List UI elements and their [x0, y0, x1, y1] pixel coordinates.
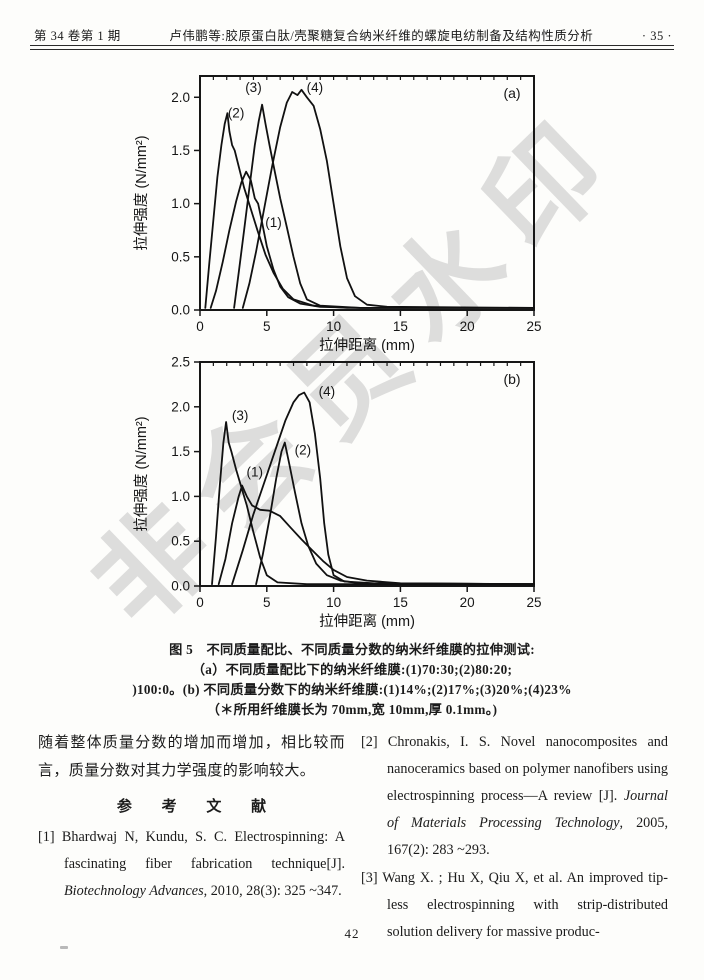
- caption-line-1: 图 5 不同质量配比、不同质量分数的纳米纤维膜的拉伸测试:: [169, 642, 535, 657]
- svg-text:1.5: 1.5: [171, 143, 190, 158]
- x-axis-title: 拉伸距离 (mm): [319, 337, 415, 354]
- curve-label-(2): (2): [295, 442, 312, 457]
- curve-label-(1): (1): [247, 465, 264, 480]
- curve-label-(2): (2): [228, 105, 245, 120]
- svg-text:1.0: 1.0: [171, 489, 190, 504]
- curve-label-(4): (4): [319, 384, 336, 399]
- svg-text:15: 15: [393, 319, 408, 334]
- svg-text:5: 5: [263, 595, 271, 610]
- curve-label-(3): (3): [245, 80, 262, 95]
- reference-2-text: [2] Chronakis, I. S. Novel nanocomposite…: [361, 734, 668, 804]
- body-columns: 随着整体质量分数的增加而增加，相比较而言，质量分数对其力学强度的影响较大。 参 …: [38, 729, 668, 947]
- journal-header: 第 34 卷第 1 期 卢伟鹏等:胶原蛋白肽/壳聚糖复合纳米纤维的螺旋电纺制备及…: [34, 25, 672, 44]
- page-number: 42: [344, 926, 360, 941]
- curve-(1): [217, 484, 535, 586]
- svg-text:0.5: 0.5: [171, 534, 190, 549]
- svg-text:1.5: 1.5: [171, 444, 190, 459]
- figure-caption: 图 5 不同质量配比、不同质量分数的纳米纤维膜的拉伸测试: （a）不同质量配比下…: [0, 640, 704, 720]
- x-axis-title: 拉伸距离 (mm): [319, 613, 415, 630]
- reference-2-journal: Journal of Materials Processing Technolo…: [387, 788, 668, 831]
- svg-text:15: 15: [393, 595, 408, 610]
- curve-(2): [204, 112, 535, 309]
- right-column: [2] Chronakis, I. S. Novel nanocomposite…: [361, 729, 668, 947]
- curve-(3): [211, 421, 535, 586]
- reference-1-tail: , 2010, 28(3): 325 ~347.: [203, 883, 342, 899]
- svg-text:2.0: 2.0: [171, 90, 190, 105]
- header-double-rule: [30, 45, 674, 50]
- reference-3-text: [3] Wang X. ; Hu X, Qiu X, et al. An imp…: [361, 870, 668, 940]
- scan-speck: [60, 946, 68, 949]
- chart-svg: 0 5 10 15 20 25 0.0 0.5 1.0 1.5 2.0 (1) (2)(3) (4) (a)…: [133, 75, 542, 354]
- header-issue: 第 34 卷第 1 期: [34, 29, 121, 43]
- curve-(3): [233, 103, 535, 309]
- caption-line-4: （＊所用纤维膜长为 70mm,宽 10mm,厚 0.1mm。): [206, 702, 498, 717]
- svg-text:25: 25: [526, 319, 541, 334]
- curve-(4): [241, 88, 535, 309]
- reference-item-2: [2] Chronakis, I. S. Novel nanocomposite…: [361, 729, 668, 864]
- svg-text:10: 10: [326, 595, 341, 610]
- curve-(2): [255, 441, 535, 586]
- panel-label: (a): [503, 85, 520, 101]
- reference-1-journal: Biotechnology Advances: [64, 883, 204, 899]
- chart-svg: 0 5 10 15 20 25 0.0 0.5 1.0 1.5 2.0 2.5 (1) (2) (3) (4)…: [133, 355, 542, 631]
- svg-text:0.0: 0.0: [171, 303, 190, 318]
- svg-text:5: 5: [263, 319, 271, 334]
- header-running-title: 卢伟鹏等:胶原蛋白肽/壳聚糖复合纳米纤维的螺旋电纺制备及结构性质分析: [169, 29, 594, 43]
- svg-text:0: 0: [196, 319, 204, 334]
- y-axis-title: 拉伸强度 (N/mm²): [133, 135, 150, 250]
- svg-text:20: 20: [460, 595, 475, 610]
- curve-label-(1): (1): [265, 215, 282, 230]
- svg-text:25: 25: [526, 595, 541, 610]
- svg-text:2.0: 2.0: [171, 399, 190, 414]
- svg-text:0.0: 0.0: [171, 579, 190, 594]
- curve-(1): [209, 170, 535, 309]
- reference-2-tail: , 2005, 167(2): 283 ~293.: [387, 815, 668, 858]
- reference-item-3: [3] Wang X. ; Hu X, Qiu X, et al. An imp…: [361, 865, 668, 946]
- y-axis-title: 拉伸强度 (N/mm²): [133, 416, 150, 531]
- curve-label-(4): (4): [307, 80, 324, 95]
- chart-panel-a: 0 5 10 15 20 25 0.0 0.5 1.0 1.5 2.0 (1) (2) (3) (4) (a)…: [126, 64, 566, 369]
- panel-label: (b): [503, 371, 520, 387]
- curve-(4): [231, 391, 535, 586]
- curve-label-(3): (3): [232, 408, 249, 423]
- reference-item-1: [1] Bhardwaj N, Kundu, S. C. Electrospin…: [38, 824, 345, 905]
- svg-text:2.5: 2.5: [171, 355, 190, 370]
- left-column: 随着整体质量分数的增加而增加，相比较而言，质量分数对其力学强度的影响较大。 参 …: [38, 729, 345, 947]
- references-heading: 参 考 文 献: [116, 799, 280, 815]
- caption-line-3: )100:0。(b) 不同质量分数下的纳米纤维膜:(1)14%;(2)17%;(…: [132, 682, 572, 697]
- body-paragraph: 随着整体质量分数的增加而增加，相比较而言，质量分数对其力学强度的影响较大。: [38, 735, 345, 779]
- svg-text:0: 0: [196, 595, 204, 610]
- reference-1-text: [1] Bhardwaj N, Kundu, S. C. Electrospin…: [38, 829, 345, 872]
- chart-panel-b: 0 5 10 15 20 25 0.0 0.5 1.0 1.5 2.0 2.5 (1) (2) (3) (4)…: [126, 348, 566, 649]
- caption-line-2: （a）不同质量配比下的纳米纤维膜:(1)70:30;(2)80:20;: [191, 662, 513, 677]
- svg-text:1.0: 1.0: [171, 196, 190, 211]
- svg-text:0.5: 0.5: [171, 249, 190, 264]
- svg-text:10: 10: [326, 319, 341, 334]
- header-page-marker: · 35 ·: [641, 29, 672, 43]
- svg-text:20: 20: [460, 319, 475, 334]
